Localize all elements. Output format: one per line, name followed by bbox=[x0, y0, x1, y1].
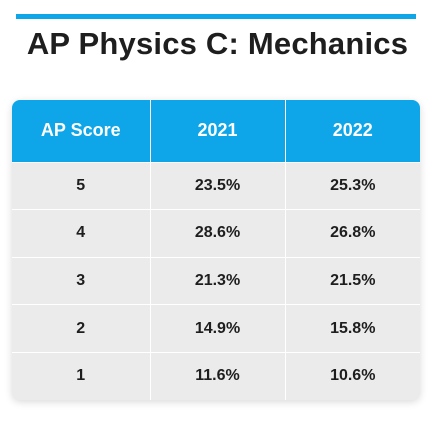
table-row: 3 21.3% 21.5% bbox=[12, 256, 420, 305]
score-cell: 1 bbox=[12, 351, 151, 400]
score-table-container: AP Score 2021 2022 5 23.5% 25.3% 4 28.6%… bbox=[12, 100, 420, 400]
percent-2021-cell: 21.3% bbox=[150, 256, 286, 305]
score-cell: 2 bbox=[12, 304, 151, 353]
score-cell: 5 bbox=[12, 161, 151, 210]
score-cell: 4 bbox=[12, 209, 151, 258]
table-row: 1 11.6% 10.6% bbox=[12, 351, 420, 400]
header-ap-score: AP Score bbox=[12, 100, 151, 162]
page-title: AP Physics C: Mechanics bbox=[26, 26, 409, 61]
score-distribution-table: AP Score 2021 2022 5 23.5% 25.3% 4 28.6%… bbox=[12, 100, 420, 400]
percent-2021-cell: 23.5% bbox=[150, 161, 286, 210]
table-row: 4 28.6% 26.8% bbox=[12, 209, 420, 258]
table-row: 2 14.9% 15.8% bbox=[12, 304, 420, 353]
percent-2022-cell: 26.8% bbox=[285, 209, 420, 258]
score-cell: 3 bbox=[12, 256, 151, 305]
percent-2021-cell: 14.9% bbox=[150, 304, 286, 353]
header-2022: 2022 bbox=[285, 100, 420, 162]
header-2021: 2021 bbox=[150, 100, 286, 162]
percent-2021-cell: 11.6% bbox=[150, 351, 286, 400]
top-accent-rule bbox=[16, 14, 416, 19]
table-header-row: AP Score 2021 2022 bbox=[12, 100, 420, 162]
percent-2022-cell: 25.3% bbox=[285, 161, 420, 210]
percent-2022-cell: 21.5% bbox=[285, 256, 420, 305]
percent-2022-cell: 10.6% bbox=[285, 351, 420, 400]
percent-2021-cell: 28.6% bbox=[150, 209, 286, 258]
table-row: 5 23.5% 25.3% bbox=[12, 161, 420, 210]
percent-2022-cell: 15.8% bbox=[285, 304, 420, 353]
